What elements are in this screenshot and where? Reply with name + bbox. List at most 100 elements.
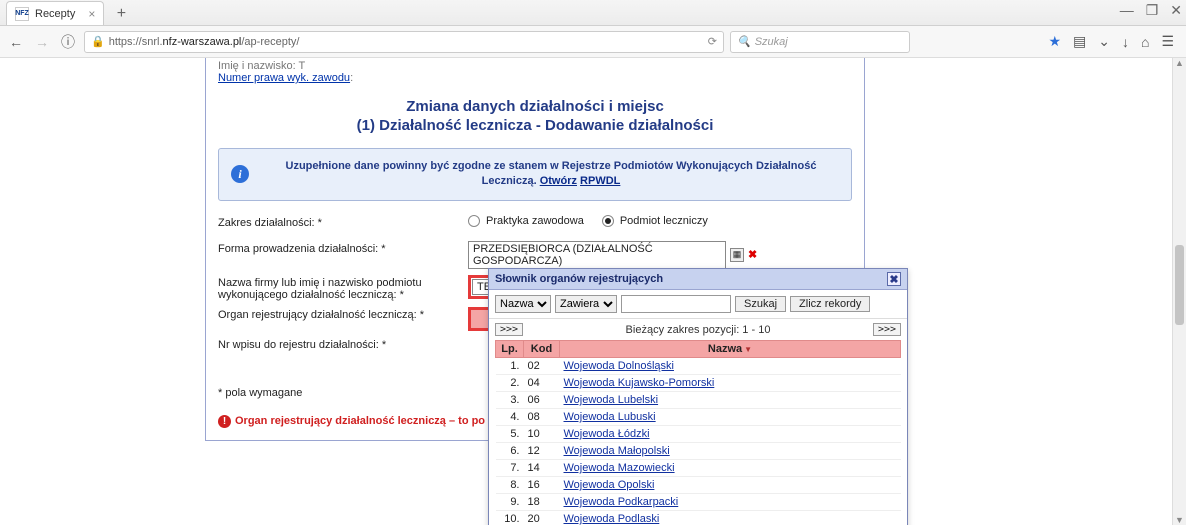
cell-lp: 9. xyxy=(496,494,524,511)
col-lp: Lp. xyxy=(496,341,524,358)
error-icon: ! xyxy=(218,415,231,428)
page-subtitle: (1) Działalność lecznicza - Dodawanie dz… xyxy=(218,117,852,134)
forma-picker-icon[interactable]: ▦ xyxy=(730,248,744,262)
tab-close-icon[interactable]: × xyxy=(88,7,95,21)
minimize-icon[interactable]: — xyxy=(1120,2,1134,19)
dict-row-link[interactable]: Wojewoda Lubelski xyxy=(564,394,659,406)
table-row: 4.08Wojewoda Lubuski xyxy=(496,409,901,426)
scroll-down-icon[interactable]: ▼ xyxy=(1173,515,1186,525)
table-row: 8.16Wojewoda Opolski xyxy=(496,477,901,494)
forward-button[interactable]: → xyxy=(32,32,52,52)
top-fragment-line1: Imię i nazwisko: T xyxy=(218,60,305,72)
info-box: i Uzupełnione dane powinny być zgodne ze… xyxy=(218,148,852,201)
table-row: 2.04Wojewoda Kujawsko-Pomorski xyxy=(496,375,901,392)
row-forma: Forma prowadzenia działalności: * PRZEDS… xyxy=(218,241,852,269)
col-kod: Kod xyxy=(524,341,560,358)
dict-row-link[interactable]: Wojewoda Lubuski xyxy=(564,411,656,423)
radio-praktyka-label: Praktyka zawodowa xyxy=(486,215,584,227)
field-forma: PRZEDSIĘBIORCA (DZIAŁALNOŚĆ GOSPODARCZA) xyxy=(468,241,726,269)
pager-last-top[interactable]: >>> xyxy=(873,323,901,336)
maximize-icon[interactable]: ❐ xyxy=(1146,2,1159,19)
url-bar[interactable]: 🔒 https://snrl.nfz-warszawa.pl/ap-recept… xyxy=(84,31,724,53)
info-link-rpwdl[interactable]: RPWDL xyxy=(580,175,620,187)
radio-podmiot[interactable] xyxy=(602,215,614,227)
menu-icon[interactable]: ☰ xyxy=(1161,33,1174,50)
dict-row-link[interactable]: Wojewoda Podlaski xyxy=(564,513,660,525)
popup-search-bar: Nazwa Zawiera Szukaj Zlicz rekordy xyxy=(489,290,907,319)
dict-row-link[interactable]: Wojewoda Opolski xyxy=(564,479,655,491)
cell-kod: 20 xyxy=(524,511,560,525)
library-icon[interactable]: ▤ xyxy=(1073,33,1086,50)
scroll-up-icon[interactable]: ▲ xyxy=(1173,58,1186,68)
browser-tab[interactable]: NFZ Recepty × xyxy=(6,1,104,25)
popup-close-icon[interactable]: ✖ xyxy=(887,272,901,286)
search-value-input[interactable] xyxy=(621,295,731,313)
cell-kod: 02 xyxy=(524,358,560,375)
url-text: https://snrl.nfz-warszawa.pl/ap-recepty/ xyxy=(109,36,300,48)
search-operator-select[interactable]: Zawiera xyxy=(555,295,617,313)
cell-kod: 06 xyxy=(524,392,560,409)
count-button[interactable]: Zlicz rekordy xyxy=(790,296,870,312)
cell-kod: 10 xyxy=(524,426,560,443)
cell-kod: 12 xyxy=(524,443,560,460)
lock-icon: 🔒 xyxy=(91,35,105,48)
cell-lp: 1. xyxy=(496,358,524,375)
row-zakres: Zakres działalności: * Praktyka zawodowa… xyxy=(218,215,852,235)
table-row: 5.10 Wojewoda Łódzki xyxy=(496,426,901,443)
downloads-icon[interactable]: ↓ xyxy=(1122,34,1129,50)
dict-row-link[interactable]: Wojewoda Mazowiecki xyxy=(564,462,675,474)
cell-nazwa: Wojewoda Podkarpacki xyxy=(560,494,901,511)
url-host-pre: snrl. xyxy=(142,36,163,48)
scroll-thumb[interactable] xyxy=(1175,245,1184,325)
cell-lp: 2. xyxy=(496,375,524,392)
search-field-select[interactable]: Nazwa xyxy=(495,295,551,313)
search-bar[interactable]: 🔍 Szukaj xyxy=(730,31,910,53)
dictionary-table: Lp. Kod Nazwa▼ 1.02 Wojewoda Dolnośląski 2… xyxy=(495,340,901,525)
pager-first-top[interactable]: >>> xyxy=(495,323,523,336)
home-icon[interactable]: ⌂ xyxy=(1141,34,1149,50)
back-button[interactable]: ← xyxy=(6,32,26,52)
dict-row-link[interactable]: Wojewoda Podkarpacki xyxy=(564,496,679,508)
page-title: Zmiana danych działalności i miejsc xyxy=(218,98,852,115)
reload-icon[interactable]: ⟳ xyxy=(708,35,717,48)
dict-row-link[interactable]: Wojewoda Dolnośląski xyxy=(564,360,674,372)
error-text: Organ rejestrujący działalność leczniczą… xyxy=(235,415,485,427)
browser-chrome: NFZ Recepty × + — ❐ ✕ ← → ⓘ 🔒 https://sn… xyxy=(0,0,1186,58)
info-icon[interactable]: ⓘ xyxy=(58,32,78,52)
dict-row-link[interactable]: Wojewoda Małopolski xyxy=(564,445,670,457)
toolbar-right-icons: ★ ▤ ⌄ ↓ ⌂ ☰ xyxy=(1048,33,1180,50)
dict-row-link[interactable]: Wojewoda Łódzki xyxy=(564,428,650,440)
cell-lp: 7. xyxy=(496,460,524,477)
popup-title: Słownik organów rejestrujących xyxy=(495,273,663,285)
label-organ: Organ rejestrujący działalność leczniczą… xyxy=(218,307,468,321)
radio-podmiot-label: Podmiot leczniczy xyxy=(620,215,708,227)
favicon: NFZ xyxy=(15,7,29,21)
page-viewport: Imię i nazwisko: T Numer prawa wyk. zawo… xyxy=(0,58,1186,525)
info-link-open[interactable]: Otwórz xyxy=(540,175,577,187)
pager-top: >>> Bieżący zakres pozycji: 1 - 10 >>> xyxy=(489,319,907,340)
cell-nazwa: Wojewoda Lubuski xyxy=(560,409,901,426)
vertical-scrollbar[interactable]: ▲ ▼ xyxy=(1172,58,1186,525)
licence-number-link[interactable]: Numer prawa wyk. zawodu xyxy=(218,72,350,84)
search-button[interactable]: Szukaj xyxy=(735,296,786,312)
label-nazwa: Nazwa firmy lub imię i nazwisko podmiotu… xyxy=(218,275,468,301)
dict-row-link[interactable]: Wojewoda Kujawsko-Pomorski xyxy=(564,377,715,389)
browser-toolbar: ← → ⓘ 🔒 https://snrl.nfz-warszawa.pl/ap-… xyxy=(0,26,1186,58)
cell-lp: 4. xyxy=(496,409,524,426)
top-fragment: Imię i nazwisko: T Numer prawa wyk. zawo… xyxy=(218,58,852,84)
col-nazwa[interactable]: Nazwa▼ xyxy=(560,341,901,358)
tab-title: Recepty xyxy=(35,8,75,20)
bookmark-star-icon[interactable]: ★ xyxy=(1048,33,1061,50)
forma-clear-icon[interactable]: ✖ xyxy=(748,248,757,261)
radio-praktyka[interactable] xyxy=(468,215,480,227)
cell-kod: 14 xyxy=(524,460,560,477)
pocket-icon[interactable]: ⌄ xyxy=(1098,33,1110,50)
url-scheme: https:// xyxy=(109,36,142,48)
cell-nazwa: Wojewoda Podlaski xyxy=(560,511,901,525)
cell-lp: 5. xyxy=(496,426,524,443)
close-window-icon[interactable]: ✕ xyxy=(1170,2,1182,19)
new-tab-button[interactable]: + xyxy=(110,3,132,25)
popup-header: Słownik organów rejestrujących ✖ xyxy=(489,269,907,290)
table-row: 1.02 Wojewoda Dolnośląski xyxy=(496,358,901,375)
info-icon: i xyxy=(231,165,249,183)
